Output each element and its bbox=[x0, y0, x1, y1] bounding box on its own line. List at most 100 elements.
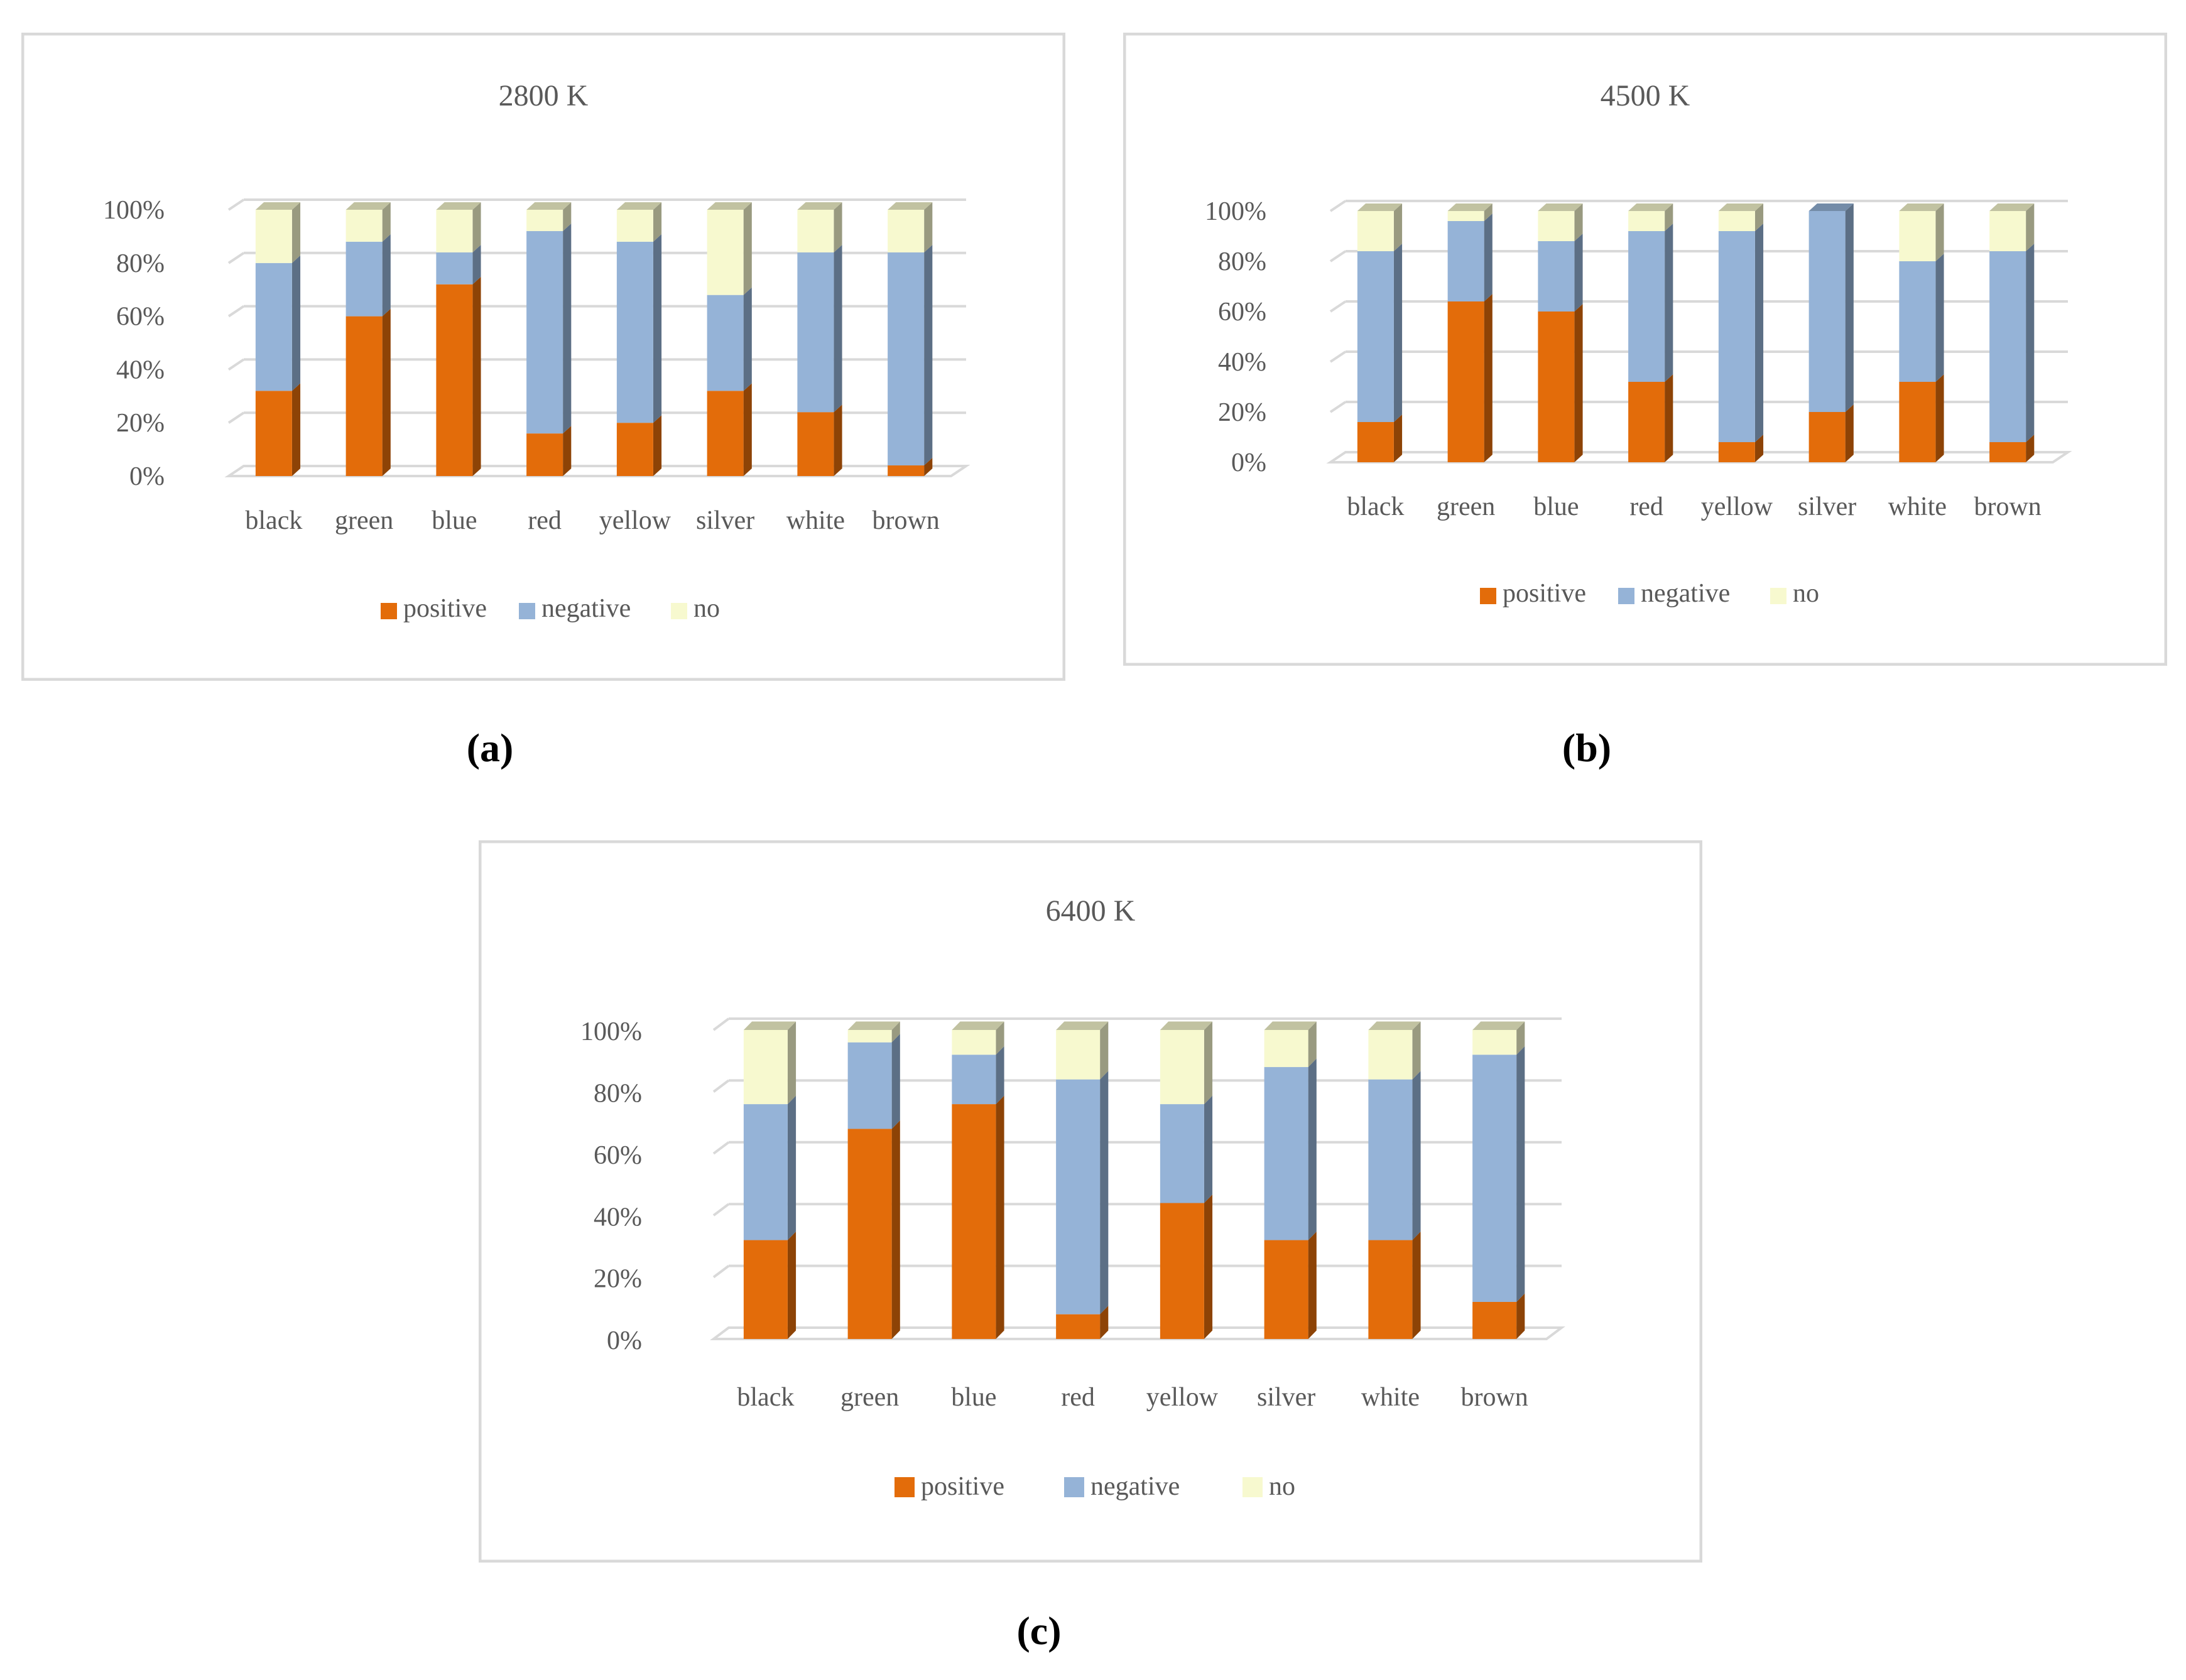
gridline-diagonal bbox=[712, 1264, 730, 1279]
bar-negative-blue bbox=[952, 1054, 996, 1105]
legend-swatch-no bbox=[671, 603, 687, 619]
bar-no-black bbox=[255, 210, 292, 263]
bar-side-positive-red bbox=[1100, 1306, 1109, 1339]
bar-positive-green bbox=[1447, 301, 1484, 462]
bar-side-negative-silver bbox=[1845, 203, 1854, 412]
bar-positive-red bbox=[1628, 382, 1665, 462]
bar-top-white bbox=[1899, 203, 1944, 211]
bar-side-no-red bbox=[1665, 203, 1673, 231]
bar-side-negative-red bbox=[563, 223, 572, 434]
bar-top-red bbox=[1628, 203, 1673, 211]
bar-top-brown bbox=[1989, 203, 2035, 211]
legend-swatch-positive bbox=[381, 603, 397, 619]
bar-top-brown bbox=[888, 202, 933, 210]
bar-top-silver bbox=[707, 202, 752, 210]
x-category-label: white bbox=[1888, 492, 1947, 521]
legend-label-negative: negative bbox=[541, 594, 631, 623]
legend-swatch-negative bbox=[1618, 588, 1634, 604]
bar-positive-blue bbox=[1538, 312, 1575, 462]
bar-no-brown bbox=[1989, 211, 2026, 251]
legend-swatch-negative bbox=[1064, 1477, 1084, 1497]
bar-side-no-black bbox=[787, 1021, 797, 1105]
bar-no-green bbox=[345, 210, 383, 242]
x-category-label: yellow bbox=[599, 506, 672, 535]
chart-panel-2800k: 2800 K 0% 20% 40% 60% 80% 100% black green blue re… bbox=[21, 33, 1065, 681]
bar-no-red bbox=[1628, 211, 1665, 231]
bar-negative-white bbox=[797, 252, 834, 413]
bar-negative-blue bbox=[436, 252, 473, 285]
caption-c: (c) bbox=[1016, 1608, 1062, 1653]
bar-negative-red bbox=[1628, 231, 1665, 382]
bar-side-no-white bbox=[1412, 1021, 1421, 1080]
y-tick-label: 80% bbox=[1218, 247, 1266, 276]
y-tick-label: 20% bbox=[1218, 398, 1266, 427]
bar-negative-brown bbox=[888, 252, 925, 466]
bar-top-red bbox=[526, 202, 572, 210]
bar-top-silver bbox=[1808, 203, 1854, 211]
bar-negative-silver bbox=[1808, 211, 1846, 412]
bar-side-positive-black bbox=[291, 383, 301, 476]
x-category-label: black bbox=[737, 1383, 794, 1412]
gridline-diagonal bbox=[227, 305, 245, 318]
bar-top-yellow bbox=[1160, 1021, 1213, 1030]
bar-top-white bbox=[1368, 1021, 1421, 1030]
y-tick-label: 40% bbox=[594, 1203, 642, 1232]
bar-positive-black bbox=[1357, 422, 1394, 462]
bar-negative-brown bbox=[1472, 1054, 1517, 1302]
bar-top-black bbox=[1357, 203, 1403, 211]
gridline-diagonal bbox=[1329, 200, 1347, 212]
legend-label-no: no bbox=[693, 594, 720, 623]
x-category-label: brown bbox=[1460, 1383, 1528, 1412]
chart-title: 4500 K bbox=[1601, 79, 1690, 112]
bar-side-positive-brown bbox=[924, 458, 933, 476]
bar-positive-silver bbox=[1808, 412, 1846, 462]
x-category-label: yellow bbox=[1146, 1383, 1219, 1412]
bar-side-negative-brown bbox=[1516, 1046, 1525, 1302]
x-category-label: white bbox=[1361, 1383, 1420, 1412]
bar-side-no-red bbox=[1100, 1021, 1109, 1080]
bar-negative-green bbox=[847, 1042, 892, 1129]
gridline-diagonal bbox=[227, 198, 245, 211]
bar-positive-silver bbox=[1264, 1240, 1308, 1339]
bar-side-no-brown bbox=[924, 202, 933, 252]
bar-side-negative-yellow bbox=[653, 234, 662, 423]
bar-no-brown bbox=[888, 210, 925, 252]
bar-top-green bbox=[345, 202, 391, 210]
bar-side-no-white bbox=[1935, 203, 1944, 261]
chart-4500k: 4500 K 0% 20% 40% 60% 80% 100% black green blue re… bbox=[1123, 33, 2167, 666]
bar-side-no-blue bbox=[1574, 203, 1583, 241]
bar-positive-green bbox=[847, 1129, 892, 1339]
x-category-label: blue bbox=[432, 506, 477, 535]
x-category-label: silver bbox=[1257, 1383, 1315, 1412]
legend-swatch-no bbox=[1243, 1477, 1263, 1497]
bar-side-no-brown bbox=[1516, 1021, 1525, 1055]
x-category-label: black bbox=[245, 506, 302, 535]
bar-no-yellow bbox=[616, 210, 653, 242]
legend-label-positive: positive bbox=[403, 594, 487, 623]
bar-negative-yellow bbox=[1718, 231, 1755, 442]
bar-side-no-yellow bbox=[1204, 1021, 1213, 1105]
bar-side-negative-green bbox=[1484, 214, 1493, 301]
bar-positive-black bbox=[743, 1240, 788, 1339]
bar-positive-red bbox=[526, 433, 563, 476]
bar-side-positive-white bbox=[1412, 1232, 1421, 1339]
bar-top-red bbox=[1056, 1021, 1109, 1030]
gridline-diagonal bbox=[227, 411, 245, 424]
y-tick-label: 40% bbox=[116, 355, 165, 384]
bar-positive-red bbox=[1056, 1314, 1101, 1339]
gridline-diagonal bbox=[227, 252, 245, 264]
bar-no-yellow bbox=[1718, 211, 1755, 231]
y-tick-label: 0% bbox=[1231, 448, 1266, 477]
bar-no-blue bbox=[436, 210, 473, 252]
bar-no-white bbox=[1368, 1030, 1413, 1080]
gridline-diagonal bbox=[1329, 350, 1347, 363]
bar-side-positive-green bbox=[1484, 294, 1493, 462]
bar-positive-white bbox=[1368, 1240, 1413, 1339]
bar-no-black bbox=[1357, 211, 1394, 251]
legend-label-negative: negative bbox=[1641, 579, 1730, 608]
bar-negative-white bbox=[1368, 1079, 1413, 1240]
bar-side-no-yellow bbox=[653, 202, 662, 242]
bar-negative-silver bbox=[707, 295, 744, 391]
bar-side-negative-green bbox=[382, 234, 391, 317]
bar-side-no-silver bbox=[743, 202, 752, 295]
